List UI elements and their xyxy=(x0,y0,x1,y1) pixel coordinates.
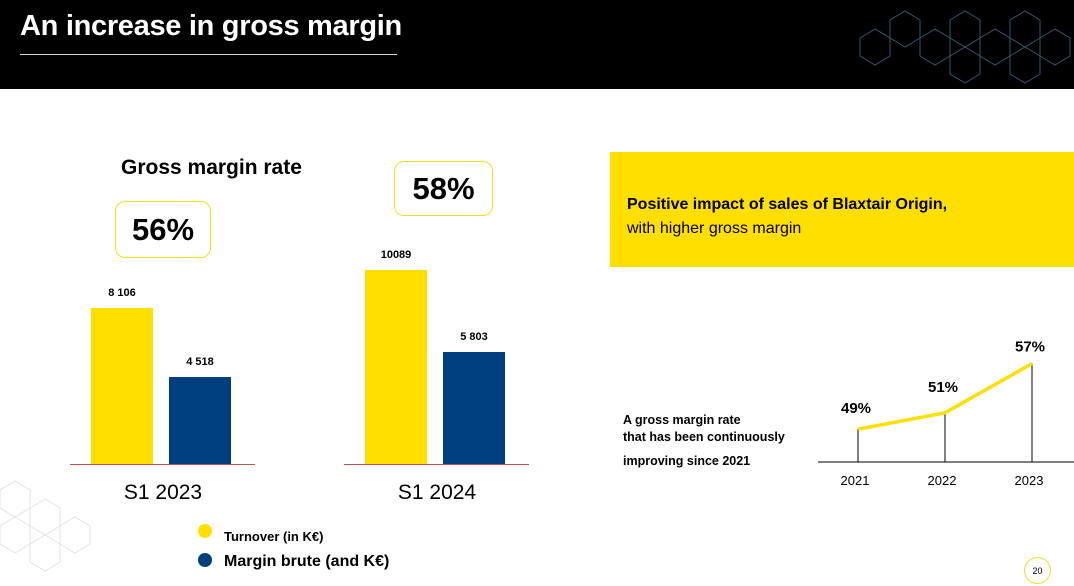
callout-line-2: with higher gross margin xyxy=(627,220,802,237)
legend-margin-dot xyxy=(198,553,212,567)
title-underline xyxy=(20,54,397,55)
hexagon-decoration-icon xyxy=(0,480,91,572)
legend-margin-label: Margin brute (and K€) xyxy=(224,553,390,570)
rate-badge-s1-2023: 56% xyxy=(115,201,211,258)
bar-margin-s1-2023 xyxy=(169,377,231,464)
note-line-3: improving since 2021 xyxy=(623,454,751,468)
period-label-s1-2024: S1 2024 xyxy=(397,481,477,504)
bar-value-label-margin-s1-2024: 5 803 xyxy=(460,331,488,344)
bar-margin-s1-2024 xyxy=(443,352,505,464)
trend-x-tick-2023: 2023 xyxy=(1015,473,1044,488)
bar-turnover-s1-2023 xyxy=(91,308,153,464)
trend-line-chart: 49% 2021 51% 2022 57% 2023 xyxy=(818,339,1074,488)
trend-x-tick-2022: 2022 xyxy=(928,473,957,488)
bar-value-label-margin-s1-2023: 4 518 xyxy=(186,356,214,369)
page-title: An increase in gross margin xyxy=(20,10,402,42)
page-number: 20 xyxy=(1024,557,1051,584)
highlight-callout: Positive impact of sales of Blaxtair Ori… xyxy=(610,152,1074,267)
period-label-s1-2023: S1 2023 xyxy=(123,481,203,504)
bar-turnover-s1-2024 xyxy=(365,270,427,464)
baseline-s1-2024 xyxy=(344,464,529,465)
legend-turnover-label: Turnover (in K€) xyxy=(224,529,324,544)
note-line-1: A gross margin rate xyxy=(623,413,741,427)
bar-value-label-turnover-s1-2024: 10089 xyxy=(380,249,412,261)
bar-value-label-turnover-s1-2023: 8 106 xyxy=(108,287,136,300)
baseline-s1-2023 xyxy=(70,464,255,465)
callout-line-1: Positive impact of sales of Blaxtair Ori… xyxy=(627,196,948,213)
trend-value-label-2021: 49% xyxy=(841,400,871,417)
legend-turnover-dot xyxy=(198,524,212,538)
trend-x-tick-2021: 2021 xyxy=(841,473,870,488)
header-banner: An increase in gross margin xyxy=(0,0,1074,89)
hexagon-pattern-icon xyxy=(859,10,1071,84)
trend-series-line xyxy=(857,362,1033,431)
gross-margin-rate-title: Gross margin rate xyxy=(121,156,302,179)
trend-value-label-2022: 51% xyxy=(928,379,958,396)
rate-badge-s1-2024: 58% xyxy=(394,161,493,216)
trend-value-label-2023: 57% xyxy=(1015,339,1045,356)
note-line-2: that has been continuously xyxy=(623,430,785,444)
